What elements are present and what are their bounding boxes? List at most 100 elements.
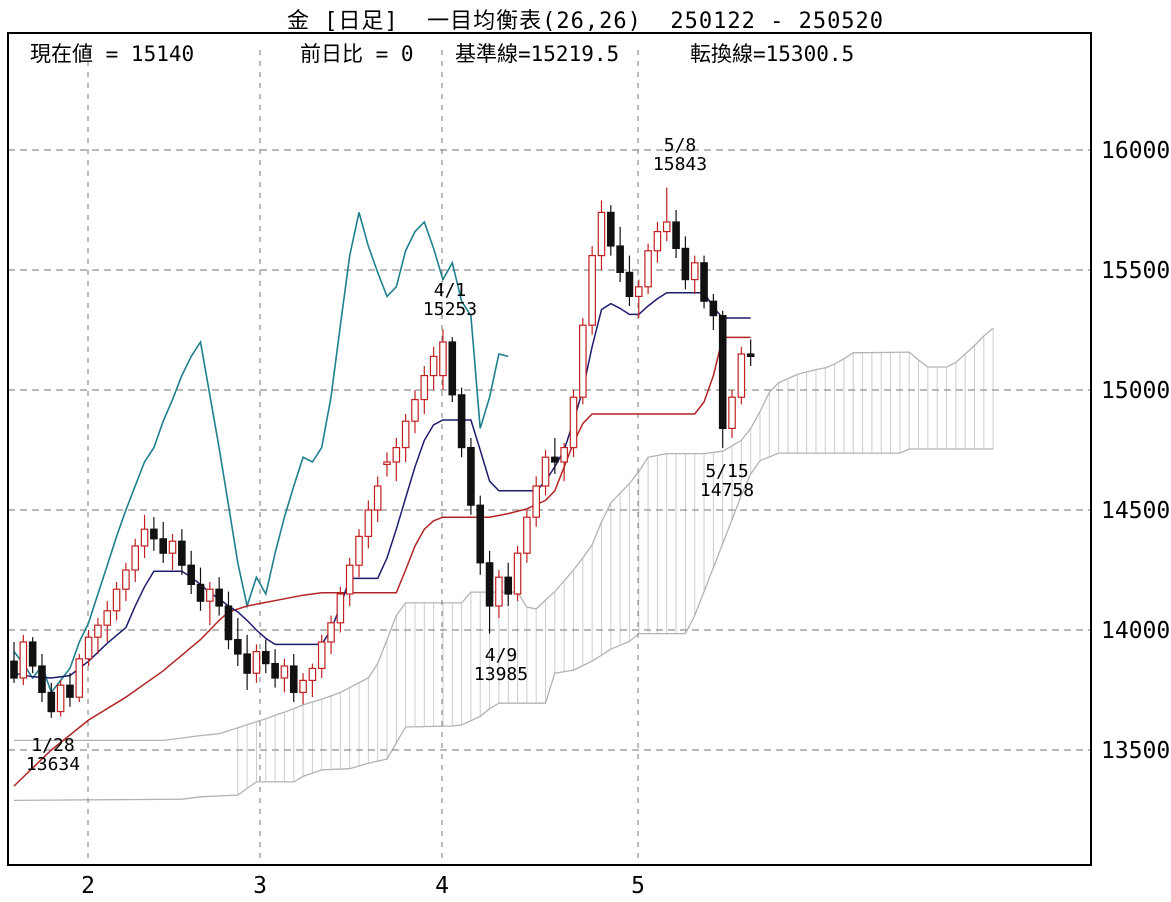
annotation-price: 13634 xyxy=(26,754,80,775)
candle-up xyxy=(439,341,447,377)
candle-up xyxy=(634,286,643,297)
x-axis-label: 2 xyxy=(81,873,95,899)
chikou-lagging-line xyxy=(13,212,509,695)
candle-down xyxy=(224,605,233,641)
candle-up xyxy=(317,641,326,669)
candle-down xyxy=(616,245,624,273)
annotation-date: 1/28 xyxy=(31,735,74,756)
candle-down xyxy=(606,211,615,247)
candle-up xyxy=(653,231,662,252)
y-axis-label: 13500 xyxy=(1101,738,1170,764)
candle-down xyxy=(467,447,475,506)
plot-border xyxy=(7,32,1092,866)
candle-down xyxy=(66,684,74,698)
candle-up xyxy=(532,485,541,518)
candle-up xyxy=(401,420,410,449)
x-axis-label: 3 xyxy=(253,873,267,899)
candle-down xyxy=(271,662,279,679)
senkou-span-a-line xyxy=(14,327,994,742)
chart-title: 金 [日足] 一目均衡表(26,26) 250122 - 250520 xyxy=(286,9,885,34)
candle-up xyxy=(168,540,177,554)
candle-up xyxy=(597,211,606,257)
candle-up xyxy=(19,641,28,679)
candle-up xyxy=(364,509,373,537)
kijun-line xyxy=(13,336,751,787)
candle-up xyxy=(411,399,419,422)
candle-down xyxy=(215,588,223,607)
candle-up xyxy=(541,456,550,487)
candle-down xyxy=(504,576,513,595)
senkou-span-b-line xyxy=(13,448,994,802)
candle-down xyxy=(234,638,242,655)
candle-up xyxy=(75,658,84,698)
candle-down xyxy=(243,653,251,674)
candle-up xyxy=(513,552,522,595)
candle-up xyxy=(588,255,596,326)
candle-down xyxy=(457,394,466,449)
candle-up xyxy=(495,576,503,607)
candle-down xyxy=(672,221,680,249)
candle-down xyxy=(150,528,158,540)
candle-down xyxy=(38,665,46,693)
y-axis-label: 14500 xyxy=(1101,498,1170,524)
x-axis-label: 4 xyxy=(435,873,449,899)
candle-down xyxy=(289,665,298,693)
tenkan-line xyxy=(13,292,751,679)
y-axis-label: 15500 xyxy=(1101,258,1170,284)
candle-up xyxy=(131,545,140,571)
candle-up xyxy=(644,250,652,288)
annotation-date: 4/9 xyxy=(485,645,518,666)
candle-up xyxy=(206,588,214,602)
candle-up xyxy=(252,650,261,674)
candle-up xyxy=(355,535,363,566)
candle-up xyxy=(336,593,345,624)
y-axis-label: 14000 xyxy=(1101,618,1170,644)
current-value-readout: 現在値 = 15140 xyxy=(30,42,195,66)
candle-up xyxy=(84,636,93,660)
candle-down xyxy=(196,583,205,602)
candle-down xyxy=(159,538,168,554)
candle-down xyxy=(187,564,195,586)
candle-up xyxy=(728,396,736,430)
annotation-price: 14758 xyxy=(700,480,754,501)
annotation-date: 4/1 xyxy=(434,280,467,301)
candle-up xyxy=(579,324,587,398)
candle-up xyxy=(392,447,401,463)
candle-up xyxy=(560,447,568,463)
candle-up xyxy=(662,221,671,233)
annotation-date: 5/8 xyxy=(664,135,697,156)
tenkan-value-readout: 転換線=15300.5 xyxy=(690,42,855,66)
gridlines: 16000 15500 15000 14500 14000 13500 2 3 4 5 xyxy=(8,50,1170,899)
candle-up xyxy=(122,569,130,590)
candle-down xyxy=(709,300,718,317)
candle-down xyxy=(10,660,18,679)
annotation-price: 13985 xyxy=(474,664,528,685)
candle-down xyxy=(261,650,270,665)
kumo-cloud xyxy=(13,327,994,802)
candle-up xyxy=(140,528,149,547)
candle-up xyxy=(308,667,317,682)
candle-up xyxy=(327,622,335,643)
candle-up xyxy=(737,353,746,398)
candle-down xyxy=(718,315,727,430)
candle-down xyxy=(476,504,485,564)
candle-up xyxy=(373,485,382,511)
candle-down xyxy=(448,341,457,396)
candle-down xyxy=(178,540,186,566)
annotation-price: 15253 xyxy=(423,299,477,320)
kijun-value-readout: 基準線=15219.5 xyxy=(455,42,620,66)
annotation-date: 5/15 xyxy=(705,461,748,482)
candle-up xyxy=(94,624,102,638)
candle-down xyxy=(700,262,708,302)
candle-down xyxy=(625,271,634,297)
candle-up xyxy=(56,684,65,713)
candle-down xyxy=(47,691,56,713)
candle-up xyxy=(420,375,429,401)
candle-up xyxy=(569,396,578,449)
y-axis-label: 16000 xyxy=(1101,138,1170,164)
x-axis-label: 5 xyxy=(631,873,645,899)
